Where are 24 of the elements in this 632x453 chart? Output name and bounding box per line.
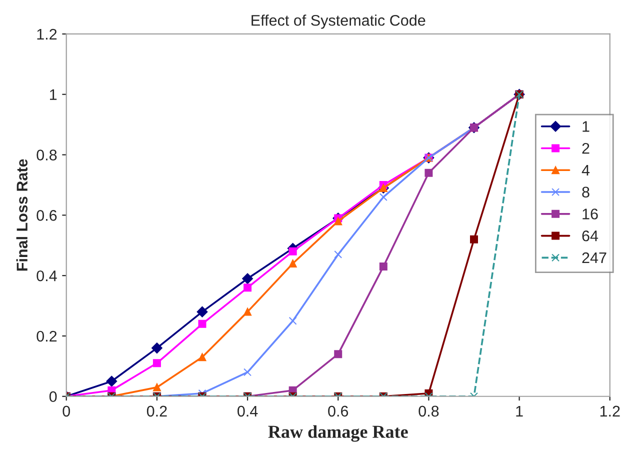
- x-tick-label: 0.4: [238, 406, 258, 417]
- y-tick-label: 0.6: [36, 210, 57, 221]
- y-tick-label: 0.4: [36, 270, 57, 282]
- x-tick-label: 1: [516, 406, 523, 416]
- x-tick-label: 0: [62, 406, 70, 417]
- legend-label: 247: [582, 252, 606, 264]
- x-axis-title: Raw damage Rate: [268, 425, 408, 442]
- x-tick-label: 0.2: [146, 406, 167, 417]
- y-tick-label: 1.2: [37, 28, 57, 40]
- x-tick-label: 0.6: [328, 406, 348, 417]
- legend-label: 16: [582, 208, 598, 220]
- legend-label: 64: [582, 230, 598, 242]
- legend-label: 1: [582, 121, 590, 132]
- x-tick-label: 0.8: [418, 406, 439, 417]
- chart-title: Effect of Systematic Code: [252, 14, 426, 29]
- y-tick-label: 1: [50, 89, 57, 100]
- y-axis-title: Final Loss Rate: [16, 159, 28, 271]
- legend-label: 2: [582, 142, 590, 154]
- y-tick-label: 0.2: [36, 330, 57, 342]
- legend-label: 4: [582, 164, 590, 176]
- y-tick-label: 0: [49, 391, 57, 402]
- x-tick-label: 1.2: [600, 406, 620, 416]
- y-tick-label: 0.8: [36, 150, 57, 160]
- legend-label: 8: [582, 186, 590, 198]
